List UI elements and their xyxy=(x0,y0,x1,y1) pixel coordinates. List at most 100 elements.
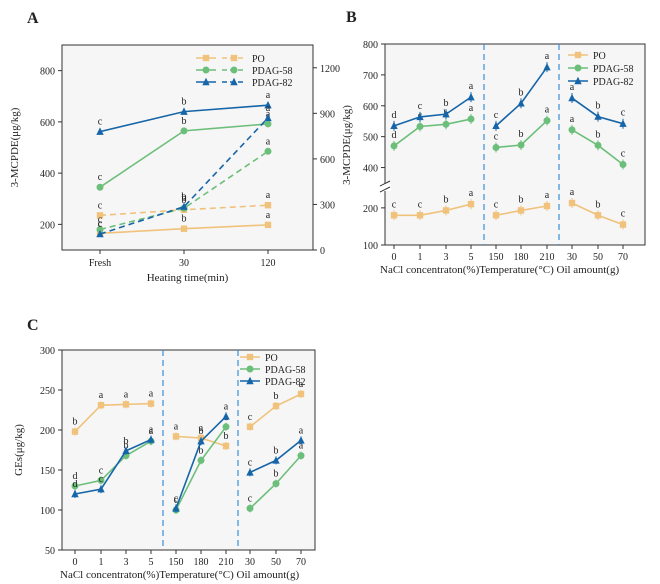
significance-letter-c: a xyxy=(199,423,204,434)
data-point-pdag-58 xyxy=(197,456,205,464)
axis-break-gap xyxy=(379,184,391,191)
significance-letter-b: a xyxy=(570,114,575,125)
legend-label: PO xyxy=(593,51,606,62)
data-point-pdag-58 xyxy=(264,120,272,128)
significance-letter-a: c xyxy=(98,172,103,183)
significance-letter-a: b xyxy=(182,195,187,206)
data-point-po xyxy=(492,212,500,219)
series-line-po xyxy=(74,402,152,433)
x-tick-label-a: Fresh xyxy=(89,258,111,269)
panel-b: B 400 500 600 700 800 100 200 3-MCPDE(μg/kg) 0 1 3 5… xyxy=(341,9,646,276)
significance-letter-c: c xyxy=(99,465,104,476)
data-point-pdag-82 xyxy=(467,92,475,101)
x-tick-label-b: 0 xyxy=(392,252,397,263)
significance-letter-c: c xyxy=(174,493,179,504)
legend-marker xyxy=(246,365,254,373)
data-point-pdag-82 xyxy=(390,121,398,130)
x-tick-label-c: 50 xyxy=(271,557,281,568)
y-tick-label-b: 700 xyxy=(363,71,378,82)
data-point-pdag-82 xyxy=(71,489,79,498)
significance-letter-b: c xyxy=(392,199,397,210)
data-point-po xyxy=(71,428,79,435)
significance-letter-a: a xyxy=(266,90,271,101)
significance-letter-b: a xyxy=(545,190,550,201)
significance-letter-b: b xyxy=(596,101,601,112)
data-point-po xyxy=(97,402,105,409)
significance-letter-b: b xyxy=(596,199,601,210)
data-point-po xyxy=(272,402,280,410)
significance-letter-c: b xyxy=(124,436,129,447)
data-point-po xyxy=(619,221,627,228)
significance-letter-b: b xyxy=(444,194,449,205)
y-axis-label-c: GEs(μg/kg) xyxy=(13,424,25,476)
data-point-pdag-58 xyxy=(416,122,424,130)
significance-letter-c: a xyxy=(149,426,154,437)
series-line-pdag-82 xyxy=(393,96,472,127)
x-tick-label-a: 30 xyxy=(179,258,189,269)
data-point-pdag-58 xyxy=(594,141,602,149)
data-point-pdag-82 xyxy=(180,202,188,210)
legend-label: PDAG-82 xyxy=(265,377,306,388)
significance-letter-c: b xyxy=(274,391,279,402)
data-point-pdag-82 xyxy=(246,468,254,476)
significance-letter-b: b xyxy=(519,129,524,140)
data-point-pdag-82 xyxy=(96,127,104,135)
data-point-po xyxy=(543,202,551,210)
data-point-pdag-82 xyxy=(96,229,104,238)
significance-letter-c: c xyxy=(248,457,253,468)
significance-letter-b: c xyxy=(621,209,626,220)
panel-label-c: C xyxy=(27,317,39,334)
significance-letter-b: a xyxy=(545,51,550,62)
data-point-pdag-58 xyxy=(96,226,104,233)
series-line-po xyxy=(394,203,472,217)
data-point-pdag-58 xyxy=(272,480,280,488)
x-tick-label-b: 210 xyxy=(540,252,555,263)
data-point-pdag-58 xyxy=(297,452,305,460)
legend-marker xyxy=(202,77,210,86)
data-point-po xyxy=(147,400,155,407)
y-tick-label-a: 400 xyxy=(40,169,55,180)
x-tick-label-b: 5 xyxy=(469,252,474,263)
y2-tick-label-a: 600 xyxy=(320,155,335,166)
x-axis-label-b: NaCl concentraton(%)Temperature(°C) Oil … xyxy=(380,264,619,276)
significance-letter-a: c xyxy=(98,218,103,229)
significance-letter-c: c xyxy=(99,474,104,485)
significance-letter-c: a xyxy=(299,425,304,436)
data-point-po xyxy=(96,212,104,219)
y-tick-label-b: 100 xyxy=(363,241,378,252)
panel-a: A 200 400 600 800 0 300 600 900 1200 Fresh 30 120 Hea… xyxy=(9,10,340,284)
legend-label: PDAG-82 xyxy=(252,78,293,89)
legend-label: PDAG-58 xyxy=(593,64,634,75)
data-point-pdag-82 xyxy=(619,119,627,127)
data-point-pdag-58 xyxy=(517,141,525,149)
data-point-pdag-58 xyxy=(568,126,576,134)
y-tick-label-c: 100 xyxy=(40,506,55,517)
significance-letter-c: b xyxy=(124,441,129,452)
data-point-pdag-58 xyxy=(543,117,551,125)
data-point-pdag-58 xyxy=(96,183,104,191)
y-axis-label-a: 3-MCPDE(μg/kg) xyxy=(9,107,21,187)
y-tick-label-b: 800 xyxy=(363,40,378,51)
data-point-pdag-82 xyxy=(264,113,272,122)
x-tick-label-c: 30 xyxy=(245,557,255,568)
significance-letter-b: c xyxy=(621,148,626,159)
significance-letter-c: a xyxy=(299,441,304,452)
significance-letter-b: c xyxy=(494,131,499,142)
significance-letter-b: c xyxy=(418,199,423,210)
data-point-pdag-82 xyxy=(222,412,230,420)
significance-letter-b: b xyxy=(444,98,449,109)
significance-letter-a: b xyxy=(182,116,187,127)
axis-break-mark xyxy=(379,180,391,187)
data-point-pdag-58 xyxy=(246,504,254,512)
data-point-pdag-82 xyxy=(517,99,525,107)
significance-letter-b: a xyxy=(570,187,575,198)
significance-letter-b: c xyxy=(621,108,626,119)
x-tick-label-c: 150 xyxy=(169,557,184,568)
data-point-pdag-58 xyxy=(264,147,272,155)
data-point-pdag-82 xyxy=(97,485,105,493)
y-tick-label-b: 200 xyxy=(363,204,378,215)
significance-letter-c: b xyxy=(199,426,204,437)
